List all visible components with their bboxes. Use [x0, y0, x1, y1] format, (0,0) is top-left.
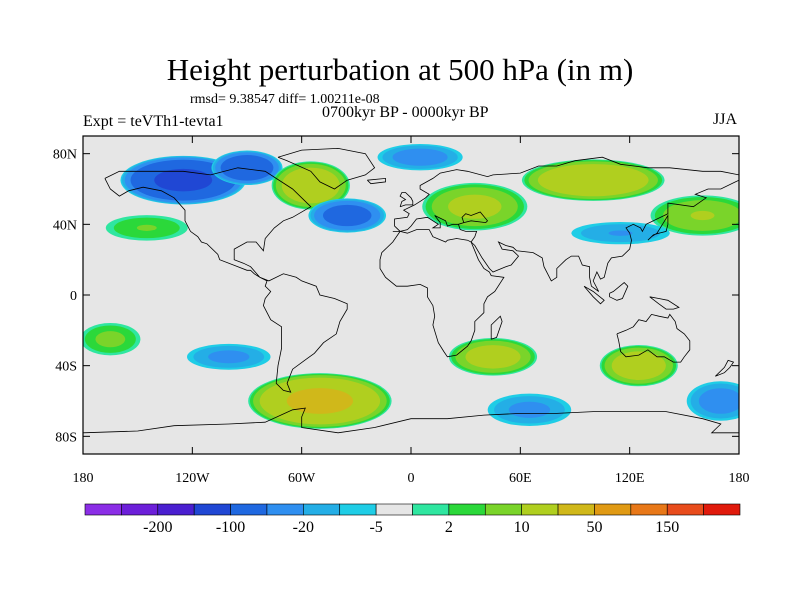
lon-label: 120W: [175, 471, 210, 486]
coastline-3: [379, 229, 505, 358]
contour-level: [465, 345, 521, 369]
contour-level: [208, 350, 250, 364]
lon-label: 120E: [615, 471, 645, 486]
colorbar-label: 150: [655, 519, 679, 536]
anomaly-cell-4: [308, 198, 387, 233]
anomaly-cell-2: [271, 161, 350, 210]
anomaly-cell-15: [599, 345, 678, 387]
colorbar-label: -100: [216, 519, 245, 536]
colorbar-label: 10: [514, 519, 530, 536]
colorbar-swatch: [703, 503, 741, 516]
colorbar-swatch: [84, 503, 122, 516]
lat-label: 80N: [53, 148, 77, 163]
anomaly-cell-3: [422, 182, 528, 231]
lon-label: 60W: [288, 471, 316, 486]
contour-level: [392, 148, 448, 166]
anomaly-cell-6: [650, 195, 739, 236]
colorbar-label: -200: [143, 519, 172, 536]
colorbar: -200 -100 -20 -5 2 10 50 150: [84, 503, 741, 536]
lat-label: 40S: [55, 360, 77, 375]
colorbar-swatch: [412, 503, 450, 516]
coastline-10: [609, 282, 629, 301]
lon-label: 180: [729, 471, 750, 486]
anomaly-cell-5: [521, 159, 665, 201]
coastline-4: [616, 313, 691, 363]
stats-text: rmsd= 9.38547 diff= 1.00211e-08: [190, 92, 380, 107]
contour-level: [611, 351, 666, 380]
coastline-12: [715, 359, 735, 377]
colorbar-swatch: [230, 503, 268, 516]
contour-level: [690, 210, 715, 221]
anomaly-cell-7: [105, 215, 188, 241]
anomaly-cell-8: [377, 143, 463, 171]
coastline-2: [392, 156, 739, 292]
colorbar-label: 2: [445, 519, 453, 536]
anomaly-cell-9: [571, 222, 670, 245]
colorbar-label: -20: [293, 519, 314, 536]
contour-level: [508, 401, 551, 418]
lon-label: 0: [408, 471, 415, 486]
colorbar-swatch: [339, 503, 377, 516]
contour-level: [154, 168, 213, 192]
contour-level: [698, 388, 739, 414]
lat-label: 0: [70, 289, 77, 304]
colorbar-swatch: [375, 503, 413, 516]
colorbar-swatch: [521, 503, 559, 516]
coastline-9: [583, 285, 605, 305]
colorbar-swatch: [594, 503, 632, 516]
colorbar-swatch: [303, 503, 341, 516]
plot-title: Height perturbation at 500 hPa (in m): [166, 52, 634, 87]
anomaly-cell-1: [211, 150, 283, 186]
coastline-5: [83, 407, 739, 434]
contour-level: [537, 164, 649, 197]
anomaly-cell-10: [83, 322, 141, 356]
colorbar-swatch: [630, 503, 668, 516]
lon-label: 180: [73, 471, 94, 486]
anomaly-cell-14: [487, 393, 572, 427]
anomaly-cell-16: [686, 381, 739, 421]
colorbar-swatch: [121, 503, 159, 516]
lon-label: 60E: [509, 471, 532, 486]
period-text: 0700kyr BP - 0000kyr BP: [322, 104, 489, 121]
coastline-6: [399, 192, 414, 208]
coastline-11: [649, 296, 680, 310]
lat-label: 40N: [53, 218, 77, 233]
contour-level: [95, 331, 126, 348]
colorbar-swatch: [266, 503, 304, 516]
contour-level: [220, 155, 274, 181]
coastline-1: [277, 147, 376, 190]
colorbar-label: 50: [586, 519, 602, 536]
contour-level: [286, 388, 353, 414]
colorbar-swatch: [448, 503, 486, 516]
lat-label: 80S: [55, 430, 77, 445]
colorbar-swatch: [666, 503, 704, 516]
axis-ticks: 80N 40N 0 40S 80S 180 120W 60W 0 60E 120E 180: [53, 136, 750, 486]
colorbar-swatch: [157, 503, 195, 516]
contour-level: [136, 224, 157, 231]
anomaly-cell-11: [186, 343, 271, 370]
season-label: JJA: [713, 111, 738, 128]
contour-level: [608, 230, 633, 236]
anomaly-cell-13: [448, 338, 538, 376]
colorbar-swatch: [193, 503, 231, 516]
experiment-label: Expt = teVTh1-tevta1: [83, 113, 224, 130]
coastline-7: [367, 177, 386, 185]
height-field: [83, 136, 739, 454]
contour-level: [448, 194, 502, 219]
colorbar-label: -5: [369, 519, 382, 536]
contour-level: [322, 204, 372, 227]
coastline-8: [647, 214, 669, 241]
colorbar-swatch: [557, 503, 595, 516]
contour-level: [281, 167, 340, 204]
coastlines: [83, 147, 739, 434]
colorbar-swatch: [484, 503, 522, 516]
coastline-13: [490, 315, 503, 340]
coastline-0: [104, 167, 348, 393]
